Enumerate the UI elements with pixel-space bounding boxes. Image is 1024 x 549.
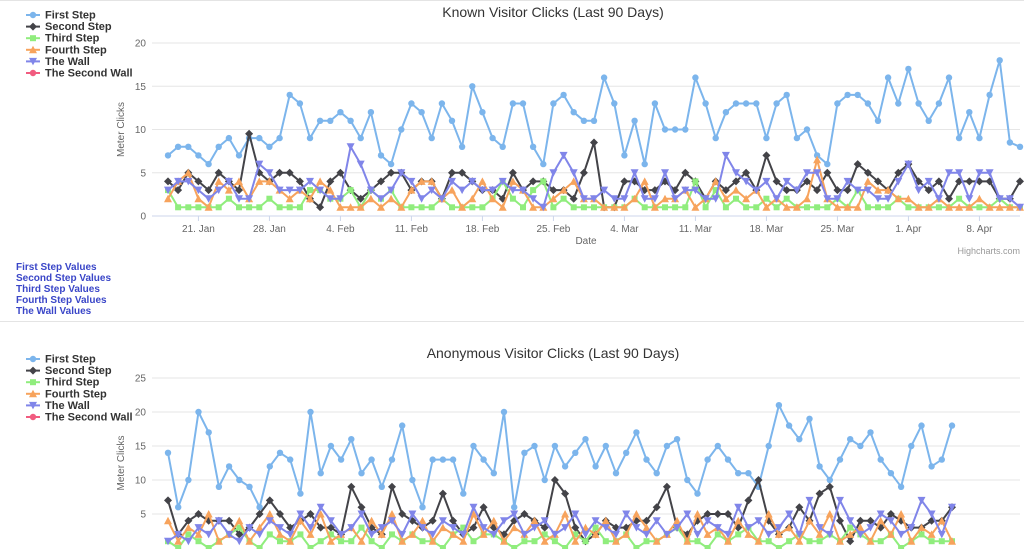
- x-axis-title: Date: [575, 236, 597, 247]
- svg-text:5: 5: [140, 510, 146, 521]
- svg-text:10: 10: [135, 476, 147, 487]
- svg-text:0: 0: [140, 212, 146, 223]
- y-axis-title: Meter Clicks: [116, 435, 127, 490]
- legend-item-first-step[interactable]: First Step: [26, 10, 96, 22]
- svg-text:4. Mar: 4. Mar: [610, 224, 639, 235]
- svg-text:21. Jan: 21. Jan: [182, 224, 215, 235]
- highcharts-credits[interactable]: Highcharts.com: [957, 246, 1020, 256]
- svg-text:Fourth Step: Fourth Step: [45, 388, 107, 400]
- chart-title: Anonymous Visitor Clicks (Last 90 Days): [427, 345, 680, 361]
- svg-text:First Step: First Step: [45, 10, 96, 22]
- svg-text:11. Mar: 11. Mar: [679, 224, 713, 235]
- anonymous-visitor-clicks-chart: 5 10 15 20 25 Meter Clicks Anonymous Visitor C…: [26, 345, 1020, 549]
- anonymous-visitors-panel: 5 10 15 20 25 Meter Clicks Anonymous Visitor C…: [0, 321, 1024, 549]
- the-wall-values-link[interactable]: The Wall Values: [16, 306, 92, 317]
- svg-text:20: 20: [135, 39, 147, 50]
- chart-title: Known Visitor Clicks (Last 90 Days): [442, 4, 663, 20]
- legend-item-the-second-wall[interactable]: The Second Wall: [26, 412, 133, 424]
- svg-text:28. Jan: 28. Jan: [253, 224, 286, 235]
- legend-item-first-step[interactable]: First Step: [26, 354, 96, 366]
- legend-item-second-step[interactable]: Second Step: [26, 21, 112, 33]
- series-the-wall[interactable]: [164, 496, 956, 546]
- svg-text:The Wall: The Wall: [45, 56, 90, 68]
- svg-text:Second Step: Second Step: [45, 21, 112, 33]
- known-visitors-panel: 0 5 10 15 20 21. Jan 28. Jan 4. Feb 11. Feb 18. F…: [0, 0, 1024, 321]
- legend-item-third-step[interactable]: Third Step: [26, 377, 100, 389]
- fourth-step-values-link[interactable]: Fourth Step Values: [16, 295, 107, 306]
- series-the-wall[interactable]: [164, 143, 1024, 212]
- svg-text:25. Feb: 25. Feb: [536, 224, 570, 235]
- legend-item-the-wall[interactable]: The Wall: [26, 56, 90, 68]
- third-step-values-link[interactable]: Third Step Values: [16, 284, 100, 295]
- svg-text:10: 10: [135, 125, 147, 136]
- svg-text:11. Feb: 11. Feb: [395, 224, 429, 235]
- legend-item-the-second-wall[interactable]: The Second Wall: [26, 68, 133, 80]
- legend-item-the-wall[interactable]: The Wall: [26, 400, 90, 412]
- second-step-values-link[interactable]: Second Step Values: [16, 273, 112, 284]
- svg-text:8. Apr: 8. Apr: [966, 224, 993, 235]
- svg-text:25: 25: [135, 374, 147, 385]
- legend-item-third-step[interactable]: Third Step: [26, 33, 100, 45]
- svg-text:The Wall: The Wall: [45, 400, 90, 412]
- svg-text:20: 20: [135, 408, 147, 419]
- legend-item-second-step[interactable]: Second Step: [26, 365, 112, 377]
- svg-text:The Second Wall: The Second Wall: [45, 68, 133, 80]
- svg-text:15: 15: [135, 82, 147, 93]
- svg-text:Third Step: Third Step: [45, 33, 100, 45]
- svg-text:First Step: First Step: [45, 354, 96, 366]
- svg-text:4. Feb: 4. Feb: [326, 224, 355, 235]
- legend-item-fourth-step[interactable]: Fourth Step: [26, 44, 107, 56]
- series-value-links: First Step Values Second Step Values Thi…: [0, 259, 1024, 321]
- svg-text:Third Step: Third Step: [45, 377, 100, 389]
- svg-text:18. Feb: 18. Feb: [465, 224, 499, 235]
- series-first-step[interactable]: [164, 57, 1024, 168]
- svg-text:The Second Wall: The Second Wall: [45, 412, 133, 424]
- svg-text:25. Mar: 25. Mar: [820, 224, 855, 235]
- legend-item-fourth-step[interactable]: Fourth Step: [26, 388, 107, 400]
- svg-text:18. Mar: 18. Mar: [749, 224, 784, 235]
- svg-text:Second Step: Second Step: [45, 365, 112, 377]
- first-step-values-link[interactable]: First Step Values: [16, 262, 97, 273]
- svg-text:5: 5: [140, 168, 146, 179]
- series-first-step[interactable]: [164, 402, 956, 511]
- svg-text:1. Apr: 1. Apr: [895, 224, 922, 235]
- known-visitor-clicks-chart: 0 5 10 15 20 21. Jan 28. Jan 4. Feb 11. Feb 18. F…: [26, 4, 1024, 256]
- y-axis-title: Meter Clicks: [116, 102, 127, 157]
- series-fourth-step[interactable]: [164, 510, 956, 545]
- svg-text:Fourth Step: Fourth Step: [45, 44, 107, 56]
- svg-text:15: 15: [135, 442, 147, 453]
